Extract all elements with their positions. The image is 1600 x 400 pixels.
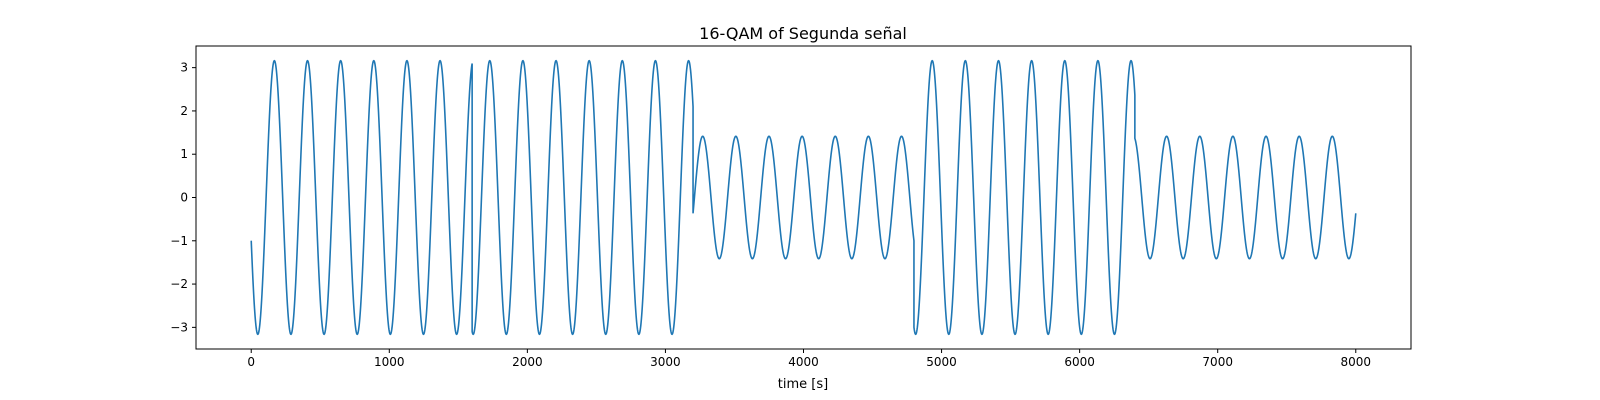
x-tick-label: 3000 [650,355,681,369]
y-tick-label: 2 [180,104,188,118]
series-line-0 [250,59,1357,336]
x-tick-label: 5000 [926,355,957,369]
y-axis-ticks: −3 −2 −1 0 1 2 3 [170,61,196,334]
chart-title: 16-QAM of Segunda señal [699,24,907,43]
y-tick-label: −1 [170,234,188,248]
axes-frame [195,45,1412,350]
x-tick-label: 4000 [788,355,819,369]
y-tick-label: 1 [180,147,188,161]
plot-area [250,59,1357,336]
x-tick-label: 2000 [512,355,543,369]
x-tick-label: 7000 [1202,355,1233,369]
y-tick-label: 0 [180,191,188,205]
x-tick-label: 6000 [1064,355,1095,369]
x-axis-label: time [s] [778,377,828,392]
x-tick-label: 0 [247,355,255,369]
y-tick-label: 3 [180,61,188,75]
x-axis-ticks: 0 1000 2000 3000 4000 5000 6000 7000 8000 [247,349,1371,369]
y-tick-label: −2 [170,277,188,291]
x-tick-label: 1000 [374,355,405,369]
y-tick-label: −3 [170,320,188,334]
x-tick-label: 8000 [1340,355,1371,369]
